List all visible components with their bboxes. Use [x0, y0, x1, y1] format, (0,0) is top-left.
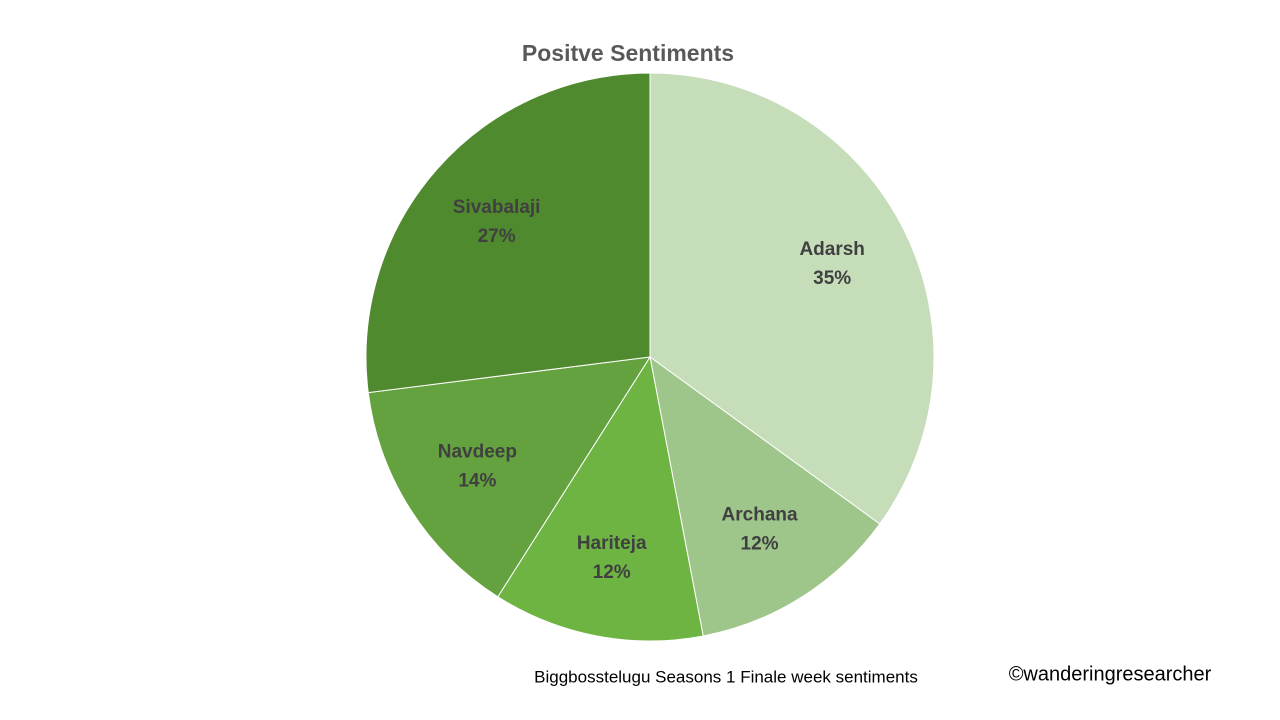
pie-slice [649, 355, 881, 637]
slice-label: Hariteja [577, 533, 647, 554]
value-label: 12% [741, 534, 779, 555]
value-label: 14% [458, 471, 496, 492]
chart-title: Positve Sentiments [522, 40, 734, 66]
pie-slice [649, 72, 935, 525]
credit: ©wanderingresearcher [1009, 663, 1212, 685]
value-label: 12% [593, 562, 631, 583]
value-label: 27% [478, 226, 516, 247]
pie-slice [497, 355, 704, 642]
value-label: 35% [813, 268, 851, 289]
slice-label: Sivabalaji [453, 197, 541, 218]
pie-slice [365, 72, 651, 394]
slice-label: Archana [722, 505, 798, 526]
caption: Biggbosstelugu Seasons 1 Finale week sen… [534, 667, 918, 686]
slice-label: Adarsh [799, 239, 864, 260]
pie-slice [367, 356, 651, 598]
slice-label: Navdeep [438, 442, 517, 463]
